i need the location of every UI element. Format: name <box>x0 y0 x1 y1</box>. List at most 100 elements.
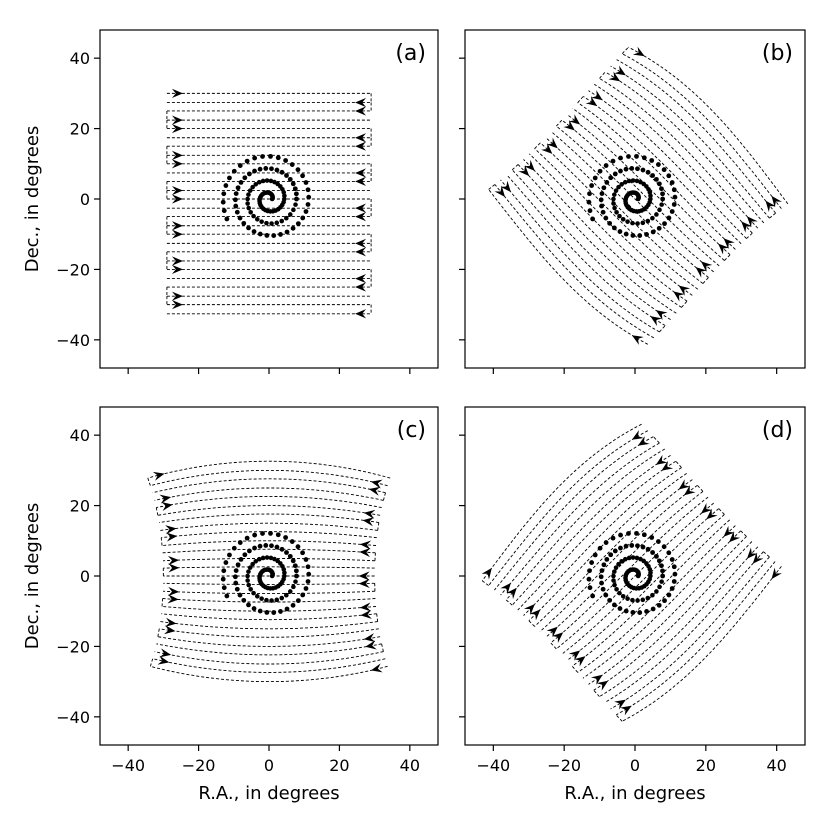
source-point <box>251 606 257 611</box>
source-point <box>234 586 240 592</box>
scan-arrow <box>171 300 183 310</box>
scan-line <box>523 467 682 616</box>
scan-strip <box>166 208 372 231</box>
scan-strip <box>159 513 380 535</box>
scan-arrow <box>359 547 371 558</box>
source-point <box>253 181 259 187</box>
scan-arrow <box>746 216 758 228</box>
scan-arrow <box>500 582 511 595</box>
scan-arrow <box>614 699 626 710</box>
scan-line <box>161 613 377 621</box>
scan-strip <box>481 423 649 586</box>
scan-strip <box>604 551 770 710</box>
scan-arrow <box>568 650 581 661</box>
scan-arrow <box>650 316 662 327</box>
scan-line <box>610 556 770 710</box>
source-point <box>271 610 277 615</box>
scan-turn <box>599 71 606 79</box>
scan-arrow <box>159 494 172 504</box>
source-point <box>284 592 289 598</box>
source-point <box>603 163 609 168</box>
source-point <box>269 543 274 549</box>
panel-a: −40 −20 0 20 40 (a) Dec., in degrees <box>22 29 439 374</box>
source-point <box>244 535 250 541</box>
scan-arrow <box>171 291 183 301</box>
scan-arrow <box>700 503 713 514</box>
scan-line <box>160 522 378 531</box>
scan-arrow <box>171 221 183 231</box>
scan-line <box>152 658 386 673</box>
scan-line <box>161 606 377 612</box>
y-axis-label: Dec., in degrees <box>22 126 43 273</box>
scan-arrow <box>358 578 370 589</box>
scan-strip <box>599 71 765 229</box>
source-point <box>590 216 596 222</box>
source-point <box>587 191 592 197</box>
source-point <box>246 225 251 231</box>
scan-line <box>523 159 682 308</box>
source-point <box>603 592 609 598</box>
scan-strip <box>155 495 382 519</box>
source-point <box>305 579 311 584</box>
source-point <box>306 571 312 577</box>
source-point <box>660 191 665 197</box>
source-point <box>293 202 298 207</box>
source-point <box>284 173 289 178</box>
source-point <box>233 580 239 586</box>
scan-line <box>571 519 730 667</box>
scan-strip <box>539 484 704 638</box>
source-point <box>227 175 232 181</box>
source-point <box>586 199 592 205</box>
scan-turn <box>481 580 489 586</box>
source-point <box>247 548 252 554</box>
scan-turn <box>724 254 731 261</box>
source-point <box>671 564 677 570</box>
source-point <box>649 158 655 163</box>
scan-arrow <box>355 168 367 178</box>
scan-line <box>154 487 384 501</box>
source-point <box>671 579 677 584</box>
scan-arrow <box>551 632 564 643</box>
source-point <box>612 548 618 554</box>
source-point <box>264 233 270 238</box>
source-point <box>622 556 628 562</box>
source-point <box>268 178 274 184</box>
source-point <box>617 213 622 219</box>
scan-arrow <box>171 159 183 169</box>
source-point <box>235 185 241 191</box>
scan-turn <box>550 642 557 650</box>
scan-strip <box>488 184 655 345</box>
source-point <box>269 598 274 603</box>
scan-line <box>621 53 782 209</box>
scan-arrow <box>171 185 183 196</box>
scan-strip <box>561 508 725 661</box>
scan-arrow <box>171 115 183 125</box>
scan-arrow <box>481 567 492 580</box>
source-point <box>635 166 640 172</box>
source-point <box>640 544 646 550</box>
source-point <box>603 215 609 221</box>
source-point <box>295 167 301 173</box>
scan-line <box>610 65 770 219</box>
source-point <box>257 231 263 237</box>
scan-strip <box>157 625 381 647</box>
source-point <box>238 179 244 185</box>
scan-arrow <box>765 200 776 213</box>
source-point <box>610 535 616 541</box>
scan-strip <box>166 278 372 301</box>
source-point <box>612 569 617 574</box>
source-point <box>618 545 623 551</box>
source-point <box>638 556 643 562</box>
source-point <box>300 215 306 221</box>
source-point <box>264 597 269 603</box>
scan-line <box>511 455 671 606</box>
source-point <box>661 167 667 173</box>
scan-line <box>528 473 687 622</box>
source-point <box>282 196 287 202</box>
scan-arrow <box>359 602 372 612</box>
scan-line <box>539 484 698 633</box>
source-point <box>669 180 675 185</box>
scan-line <box>566 514 725 661</box>
scan-arrow <box>741 221 753 233</box>
